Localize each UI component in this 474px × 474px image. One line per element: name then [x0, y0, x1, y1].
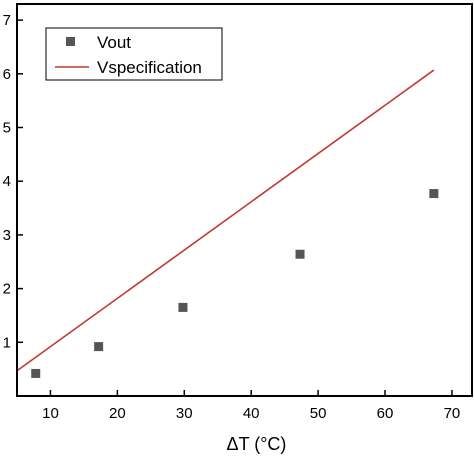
x-tick-label-30: 30: [176, 405, 193, 422]
series-line-vspecification: [16, 69, 435, 372]
y-tick-label-7: 7: [3, 12, 11, 29]
data-point-vout-3: [295, 249, 305, 259]
x-tick-label-20: 20: [109, 405, 126, 422]
y-tick-label-4: 4: [3, 173, 11, 190]
data-point-vout-0: [31, 368, 41, 378]
x-tick-label-70: 70: [444, 405, 461, 422]
x-tick-label-60: 60: [377, 405, 394, 422]
y-tick-label-5: 5: [3, 120, 11, 137]
data-point-vout-4: [429, 189, 439, 199]
legend: Vout Vspecification: [45, 27, 223, 81]
y-tick-label-1: 1: [3, 334, 11, 351]
x-axis-title: ΔT (°C): [227, 434, 287, 454]
legend-label-vout: Vout: [97, 33, 131, 52]
data-point-vout-1: [94, 342, 104, 352]
y-tick-label-3: 3: [3, 227, 11, 244]
x-tick-label-40: 40: [243, 405, 260, 422]
legend-marker-vout: [66, 37, 75, 46]
y-tick-label-2: 2: [3, 281, 11, 298]
x-tick-label-50: 50: [310, 405, 327, 422]
series-layer: [16, 69, 439, 378]
data-point-vout-2: [178, 302, 188, 312]
x-tick-label-10: 10: [42, 405, 59, 422]
plot-frame: [16, 3, 473, 397]
legend-box: [45, 27, 223, 81]
legend-label-vspecification: Vspecification: [97, 58, 202, 77]
y-tick-label-6: 6: [3, 66, 11, 83]
